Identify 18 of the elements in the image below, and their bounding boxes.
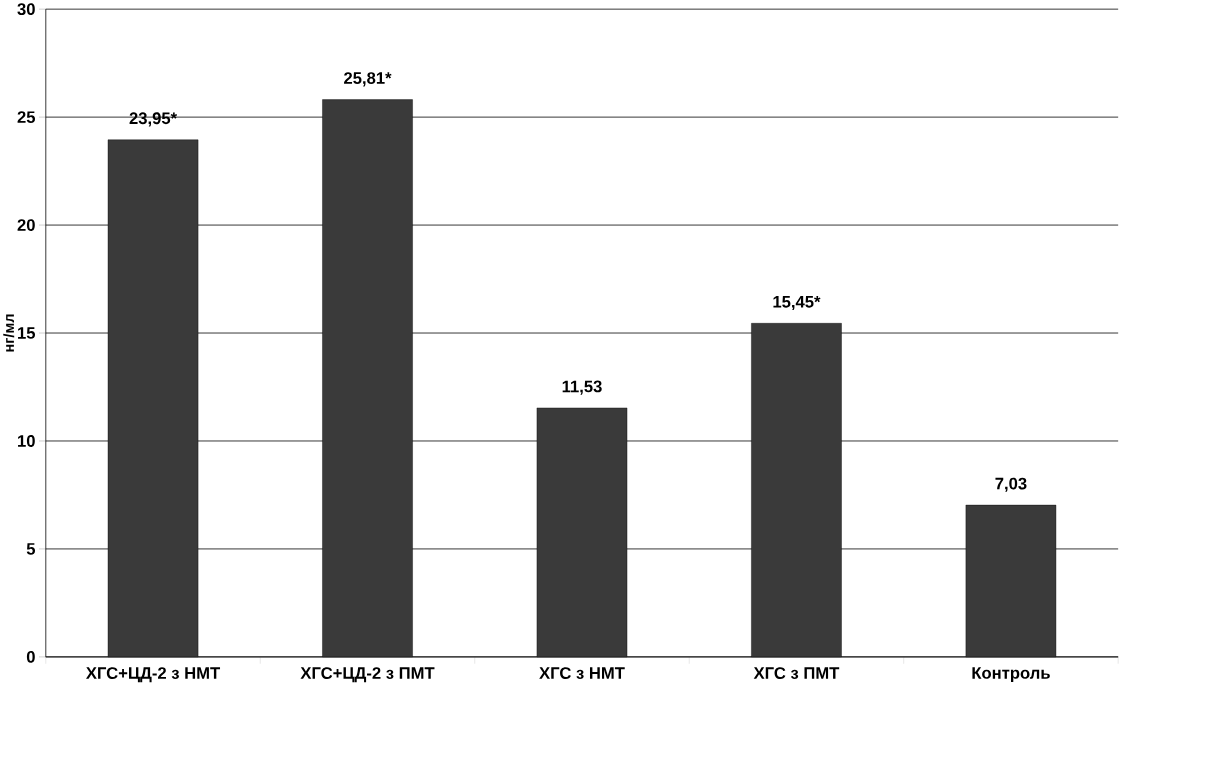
data-label: 23,95* bbox=[129, 112, 178, 127]
y-tick-label: 20 bbox=[17, 218, 35, 231]
x-tick-label: ХГС з НМТ bbox=[539, 667, 625, 679]
y-tick-label: 30 bbox=[17, 3, 35, 15]
data-label: 25,81* bbox=[344, 72, 392, 87]
x-tick-label: Контроль bbox=[972, 667, 1050, 682]
y-axis-title: нг/мл bbox=[3, 314, 15, 352]
data-label: 7,03 bbox=[995, 477, 1027, 492]
y-tick-label: 15 bbox=[18, 327, 36, 339]
x-tick-label: ХГС+ЦД-2 з НМТ bbox=[86, 667, 221, 682]
data-label: 11,53 bbox=[562, 380, 602, 395]
y-tick-label: 0 bbox=[26, 650, 35, 663]
y-tick-label: 10 bbox=[18, 434, 35, 447]
y-tick-label: 5 bbox=[26, 542, 36, 555]
x-tick-label: ХГС+ЦД-2 з ПМТ bbox=[300, 667, 435, 682]
x-tick-label: ХГС з ПМТ bbox=[753, 667, 840, 679]
data-label: 15,45* bbox=[773, 295, 821, 310]
y-tick-label: 25 bbox=[17, 111, 36, 123]
